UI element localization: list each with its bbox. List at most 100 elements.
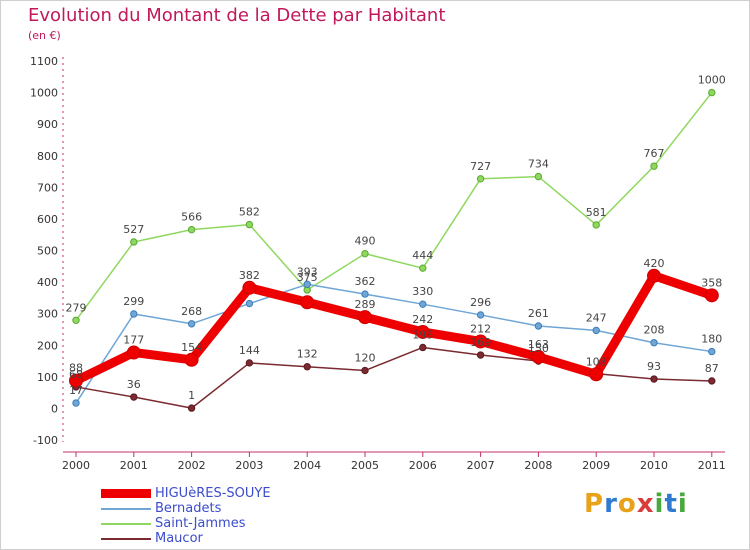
data-point bbox=[476, 175, 485, 183]
data-label: 330 bbox=[412, 285, 433, 298]
data-label: 132 bbox=[297, 348, 318, 361]
y-tick-label: -100 bbox=[33, 434, 58, 447]
data-point bbox=[187, 320, 196, 328]
data-label: 212 bbox=[470, 322, 491, 335]
data-label: 527 bbox=[123, 223, 144, 236]
series-line bbox=[75, 283, 713, 404]
data-label: 154 bbox=[181, 341, 202, 354]
x-tick-label: 2003 bbox=[235, 459, 263, 472]
x-tick-label: 2009 bbox=[582, 459, 610, 472]
x-tick-label: 2000 bbox=[62, 459, 90, 472]
y-tick-label: 700 bbox=[37, 181, 58, 194]
data-point bbox=[184, 352, 199, 367]
data-point bbox=[361, 290, 369, 298]
x-tick-label: 2002 bbox=[178, 459, 206, 472]
data-label: 208 bbox=[644, 324, 665, 337]
y-tick-label: 800 bbox=[37, 150, 58, 163]
data-point bbox=[358, 310, 372, 325]
legend-swatch bbox=[101, 507, 151, 510]
data-label: 180 bbox=[701, 333, 722, 346]
data-point bbox=[708, 377, 716, 385]
legend-label: HIGUèRES-SOUYE bbox=[155, 486, 271, 501]
y-tick-label: 600 bbox=[37, 213, 58, 226]
legend-swatch bbox=[101, 489, 151, 498]
data-point bbox=[647, 268, 661, 283]
legend-label: Saint-Jammes bbox=[155, 516, 246, 531]
y-tick-label: 1100 bbox=[30, 55, 58, 68]
data-label: 163 bbox=[528, 338, 549, 351]
data-point bbox=[245, 359, 254, 367]
logo-letter: P bbox=[584, 489, 605, 519]
data-point bbox=[592, 221, 600, 229]
data-label: 93 bbox=[647, 360, 661, 373]
data-point bbox=[187, 404, 196, 412]
data-point bbox=[72, 399, 80, 407]
data-point bbox=[187, 225, 196, 234]
logo-letter: i bbox=[677, 489, 688, 519]
data-label: 242 bbox=[412, 313, 433, 326]
legend-swatch bbox=[101, 537, 151, 540]
x-tick-label: 2011 bbox=[698, 459, 726, 472]
data-point bbox=[361, 366, 369, 375]
y-tick-label: 900 bbox=[37, 118, 58, 131]
data-label: 261 bbox=[528, 307, 549, 320]
data-label: 108 bbox=[586, 355, 607, 368]
logo-letter: o bbox=[617, 489, 637, 519]
data-label: 1000 bbox=[698, 74, 726, 87]
data-label: 120 bbox=[355, 352, 376, 365]
y-tick-label: 400 bbox=[37, 276, 58, 289]
data-label: 1 bbox=[188, 389, 195, 402]
data-label: 289 bbox=[355, 298, 376, 311]
x-tick-label: 2006 bbox=[409, 459, 437, 472]
data-label: 268 bbox=[181, 305, 202, 318]
data-point bbox=[300, 295, 315, 310]
data-label: 767 bbox=[644, 147, 665, 160]
data-point bbox=[650, 375, 658, 383]
data-point bbox=[303, 363, 311, 371]
data-label: 393 bbox=[297, 265, 318, 278]
y-tick-label: 300 bbox=[37, 308, 58, 321]
data-point bbox=[126, 345, 141, 360]
data-point bbox=[419, 300, 427, 308]
series-line bbox=[71, 271, 717, 386]
data-point bbox=[130, 393, 138, 401]
y-tick-label: 0 bbox=[51, 402, 58, 415]
data-point bbox=[534, 322, 543, 330]
data-label: 727 bbox=[470, 160, 491, 173]
x-tick-label: 2004 bbox=[293, 459, 321, 472]
data-label: 490 bbox=[355, 235, 376, 248]
data-point bbox=[589, 367, 604, 382]
x-tick-label: 2007 bbox=[467, 459, 495, 472]
data-point bbox=[534, 172, 543, 181]
data-point bbox=[650, 339, 658, 347]
data-label: 581 bbox=[586, 206, 607, 219]
data-point bbox=[72, 316, 80, 324]
data-point bbox=[245, 220, 254, 229]
x-tick-label: 2001 bbox=[120, 459, 148, 472]
data-label: 444 bbox=[412, 249, 433, 262]
data-point bbox=[476, 311, 485, 319]
data-point bbox=[473, 334, 488, 349]
data-label: 150 bbox=[528, 342, 549, 355]
logo-letter: i bbox=[654, 489, 665, 519]
data-label: 17 bbox=[69, 384, 83, 397]
data-label: 375 bbox=[297, 271, 318, 284]
data-label: 144 bbox=[239, 344, 260, 357]
y-tick-label: 1000 bbox=[30, 87, 58, 100]
legend-item: Maucor bbox=[101, 530, 271, 546]
data-point bbox=[303, 280, 311, 288]
series-line bbox=[75, 91, 713, 322]
y-tick-label: 200 bbox=[37, 339, 58, 352]
data-point bbox=[242, 280, 257, 295]
data-point bbox=[245, 299, 254, 308]
data-label: 169 bbox=[470, 336, 491, 349]
data-point bbox=[130, 238, 138, 246]
data-point bbox=[415, 324, 430, 339]
x-tick-label: 2008 bbox=[524, 459, 552, 472]
legend-label: Bernadets bbox=[155, 501, 222, 516]
data-point bbox=[704, 288, 719, 303]
logo-letter: x bbox=[636, 489, 655, 519]
y-tick-label: 500 bbox=[37, 245, 58, 258]
